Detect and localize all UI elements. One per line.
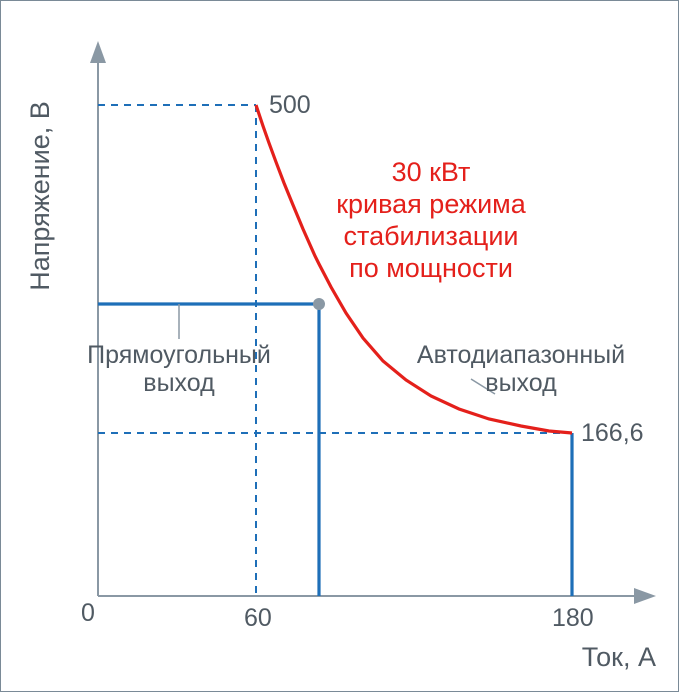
intersection-dot [313, 298, 325, 310]
chart-svg: Напряжение, В Ток, А 0 60 180 500 166,6 … [1, 1, 679, 693]
power-curve-label-2: стабилизации [344, 221, 519, 251]
power-curve-label-0: 30 кВт [392, 157, 471, 187]
x180-label: 180 [552, 604, 594, 632]
x60-label: 60 [244, 604, 272, 632]
rect-output-label-0: Прямоугольный [87, 341, 271, 369]
origin-label: 0 [81, 599, 95, 627]
y-axis-arrow [90, 41, 106, 63]
chart-frame: Напряжение, В Ток, А 0 60 180 500 166,6 … [0, 0, 679, 692]
power-curve-label-3: по мощности [349, 253, 513, 283]
x-axis-title: Ток, А [582, 642, 656, 672]
y-axis-title: Напряжение, В [25, 101, 55, 291]
power-curve-label-1: кривая режима [336, 189, 527, 219]
rect-output-label-1: выход [143, 369, 215, 397]
y166-label: 166,6 [581, 419, 644, 447]
x-axis-arrow [634, 588, 656, 604]
auto-output-label-1: выход [485, 369, 557, 397]
y500-label: 500 [269, 91, 311, 119]
auto-output-label-0: Автодиапазонный [417, 341, 625, 369]
